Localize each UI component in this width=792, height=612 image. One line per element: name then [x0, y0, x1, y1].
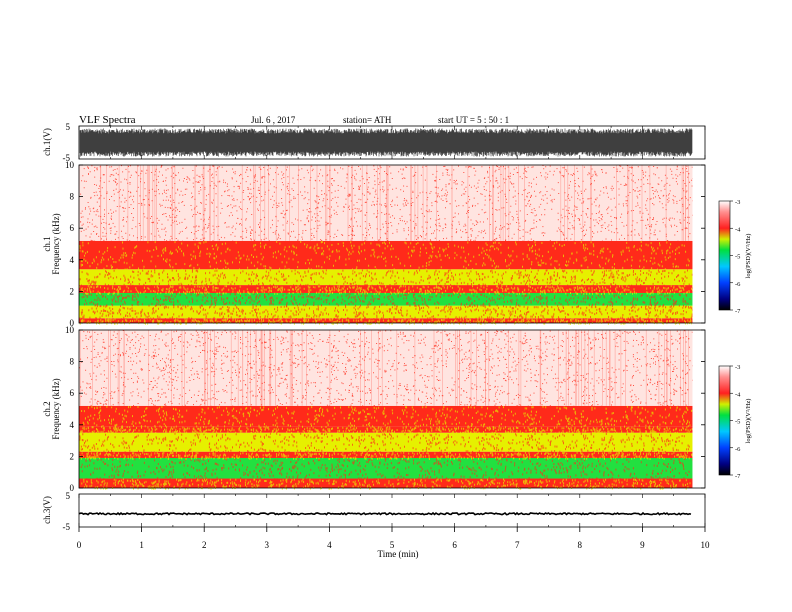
ch2-spectrogram-ylabel-1: ch.2: [42, 401, 52, 416]
ch1-waveform-trace: [79, 128, 693, 157]
ch1-ytick-top: 5: [66, 122, 71, 132]
time-axis-tick-label-1: 1: [139, 540, 144, 550]
ch1-spec-ytick-label-3: 6: [70, 223, 75, 233]
ch3-waveform-line: [78, 511, 692, 516]
ch1-cbtick-label-2: -5: [735, 254, 740, 261]
spectrogram-texture-2: [81, 293, 691, 308]
ch1-cbtick-label-4: -7: [735, 308, 741, 315]
ch2-cbtick-label-4: -7: [735, 473, 741, 480]
ch1-ytick-bottom: -5: [63, 153, 71, 163]
spectrogram-band-4: [79, 426, 693, 433]
spectrogram-band-1: [79, 457, 693, 479]
figure-title: VLF Spectra: [79, 114, 136, 126]
ch1-spec-ytick-label-5: 10: [65, 160, 75, 170]
spectrogram-streaks-6: [79, 330, 689, 406]
ch2-spec-ytick-label-0: 0: [70, 483, 75, 493]
ch2-colorbar-label: log(PSD)(V²/Hz): [745, 399, 752, 444]
ch2-spec-ytick-label-1: 2: [70, 451, 75, 461]
spectrogram-texture-5: [81, 405, 694, 429]
spectrogram-texture-4: [79, 269, 693, 288]
ch1-colorbar-ticks: -3 -4 -5 -6 -7: [730, 199, 741, 315]
ch1-spectrogram-ylabel-2: Frequency (kHz): [51, 213, 61, 274]
ch2-spec-ytick-label-4: 8: [70, 357, 75, 367]
ch1-spec-ytick-label-4: 8: [70, 192, 75, 202]
ch1-spec-ytick-label-0: 0: [70, 318, 75, 328]
spectrogram-band-5: [79, 240, 693, 270]
ch3-waveform-frame: [78, 493, 706, 528]
ch3-ytick-top: 5: [66, 491, 71, 501]
spectrogram-band-6: [79, 330, 693, 406]
ch2-cbtick-label-0: -3: [735, 364, 740, 371]
time-axis-tick-label-4: 4: [327, 540, 332, 550]
ch1-colorbar-gradient: [718, 200, 731, 311]
ch1-waveform-panel: 5 -5 ch.1(V): [42, 122, 706, 163]
ch1-spectrogram-image: [78, 165, 705, 325]
time-axis-tick-label-3: 3: [265, 540, 270, 550]
ch2-spectrogram-image: [79, 330, 705, 490]
time-axis: 0 1 2 3 4 5 6 7 8 9 10: [77, 527, 710, 550]
ch3-waveform-panel: 5 -5 ch.3(V): [42, 491, 706, 532]
start-time-label: start UT = 5 : 50 : 1: [438, 115, 509, 125]
time-axis-tick-label-9: 9: [640, 540, 645, 550]
ch3-waveform-trace: [78, 511, 692, 516]
ch1-cbtick-label-3: -6: [735, 281, 741, 288]
spectrogram-band-1: [79, 305, 693, 319]
time-axis-tick-label-5: 5: [390, 540, 395, 550]
ch1-spectrogram-panel: 0 2 4 6 8 10 ch.1 Frequency (kHz): [42, 160, 706, 328]
ch1-spectrogram-yticks: 0 2 4 6 8 10: [65, 160, 705, 328]
spectrogram-empty-tail: [692, 330, 705, 488]
ch3-waveform-ylabel: ch.3(V): [42, 496, 52, 524]
spectrogram-band-0: [79, 478, 693, 488]
time-axis-tick-label-6: 6: [452, 540, 457, 550]
ch1-waveform-ticks: [78, 126, 706, 159]
spectrogram-texture-4: [80, 426, 693, 435]
spectrogram-texture-0: [79, 318, 694, 325]
ch3-ytick-bottom: -5: [63, 522, 71, 532]
spectrogram-empty-tail: [692, 165, 705, 323]
ch2-colorbar-ticks: -3 -4 -5 -6 -7: [730, 364, 741, 480]
spectrogram-texture-1: [79, 305, 694, 321]
ch2-cbtick-label-2: -5: [735, 419, 740, 426]
ch1-spectrogram-ylabel-1: ch.1: [42, 236, 52, 251]
spectrogram-speckle-6: [79, 330, 694, 407]
ch2-colorbar-gradient: [718, 365, 731, 476]
time-axis-tick-label-8: 8: [578, 540, 583, 550]
ch2-spectrogram-ylabel-2: Frequency (kHz): [51, 378, 61, 439]
ch1-cbtick-label-1: -4: [735, 226, 741, 233]
spectrogram-band-0: [79, 318, 693, 323]
spectrogram-texture-2: [79, 451, 694, 460]
spectrogram-streaks-6: [78, 165, 689, 241]
ch2-spectrogram-yticks: 0 2 4 6 8 10: [65, 325, 705, 493]
spectrogram-band-3: [79, 285, 693, 293]
spectrogram-texture-3: [79, 285, 694, 295]
ch2-spec-ytick-label-2: 4: [70, 420, 75, 430]
station-label: station= ATH: [343, 115, 392, 125]
date-label: Jul. 6 , 2017: [251, 115, 296, 125]
ch3-waveform-ticks: [78, 494, 706, 527]
ch1-waveform-ylabel: ch.1(V): [42, 128, 52, 156]
time-axis-tick-label-2: 2: [202, 540, 207, 550]
spectrogram-texture-3: [79, 432, 690, 454]
ch2-spec-ytick-label-5: 10: [65, 325, 75, 335]
ch2-colorbar: -3 -4 -5 -6 -7 log(PSD)(V²/Hz): [718, 364, 752, 480]
ch2-cbtick-label-1: -4: [735, 391, 741, 398]
time-axis-tick-label-0: 0: [77, 540, 82, 550]
ch1-colorbar: -3 -4 -5 -6 -7 log(PSD)(V²/Hz): [718, 199, 752, 315]
ch1-waveform-line: [79, 128, 693, 157]
ch1-spec-ytick-label-2: 4: [70, 255, 75, 265]
ch2-spectrogram-panel: 0 2 4 6 8 10 ch.2 Frequency (kHz): [42, 325, 706, 493]
ch2-spectrogram-frame: [78, 329, 706, 489]
spectrogram-band-6: [79, 165, 693, 241]
ch2-cbtick-label-3: -6: [735, 446, 741, 453]
ch1-colorbar-label: log(PSD)(V²/Hz): [745, 234, 752, 279]
ch2-spec-ytick-label-3: 6: [70, 388, 75, 398]
ch1-cbtick-label-0: -3: [735, 199, 740, 206]
time-axis-label: Time (min): [378, 549, 419, 559]
time-axis-tick-label-7: 7: [515, 540, 520, 550]
ch1-spectrogram-frame: [78, 164, 706, 324]
ch1-spec-ytick-label-1: 2: [70, 286, 75, 296]
spectrogram-texture-1: [80, 458, 694, 481]
time-axis-tick-label-10: 10: [701, 540, 711, 550]
